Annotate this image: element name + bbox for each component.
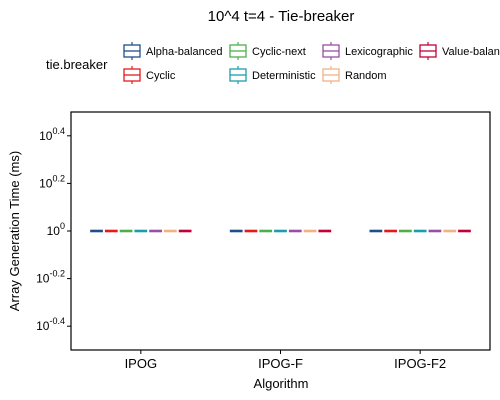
legend-label: Lexicographic [345,46,413,58]
legend-label: Deterministic [252,70,316,82]
legend-title: tie.breaker [46,57,108,72]
x-axis-label: Algorithm [254,376,309,391]
legend-label: Cyclic-next [252,46,306,58]
legend-item-random: Random [322,66,387,84]
y-tick-exponent: -0.2 [49,269,65,279]
legend-label: Value-balanced [442,46,500,58]
y-tick-label: 100.2 [39,173,65,190]
x-axis: IPOG IPOG-F IPOG-F2 [125,350,446,371]
legend-item-alpha-balanced: Alpha-balanced [123,42,222,60]
y-tick-label: 100 [47,221,65,238]
y-tick-base: 10 [47,224,61,238]
x-tick-label: IPOG [125,356,158,371]
legend-item-cyclic: Cyclic [123,66,176,84]
legend-item-cyclic-next: Cyclic-next [229,42,306,60]
x-tick-label: IPOG-F [258,356,303,371]
y-tick-base: 10 [36,272,50,286]
legend-label: Cyclic [146,70,176,82]
legend-item-value-balanced: Value-balanced [419,42,500,60]
y-tick-base: 10 [39,129,53,143]
legend-label: Alpha-balanced [146,46,222,58]
y-tick-base: 10 [36,319,50,333]
y-tick-exponent: 0 [60,221,65,231]
y-axis-label: Array Generation Time (ms) [7,151,22,311]
legend-label: Random [345,70,387,82]
legend-item-deterministic: Deterministic [229,66,316,84]
chart-title: 10^4 t=4 - Tie-breaker [208,8,355,25]
legend-item-lexicographic: Lexicographic [322,42,413,60]
legend: Alpha-balanced Cyclic Cyclic-next Determini… [123,42,500,84]
y-tick-label: 10-0.4 [36,316,65,333]
y-tick-base: 10 [39,176,53,190]
x-tick-label: IPOG-F2 [394,356,446,371]
y-tick-exponent: -0.4 [49,316,65,326]
y-tick-exponent: 0.2 [52,173,65,183]
y-tick-exponent: 0.4 [52,126,65,136]
y-tick-label: 10-0.2 [36,269,65,286]
y-tick-label: 100.4 [39,126,65,143]
